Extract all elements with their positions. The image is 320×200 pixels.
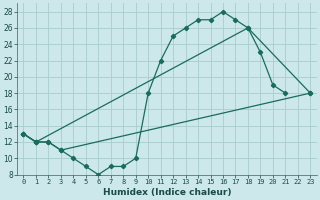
X-axis label: Humidex (Indice chaleur): Humidex (Indice chaleur) <box>103 188 231 197</box>
